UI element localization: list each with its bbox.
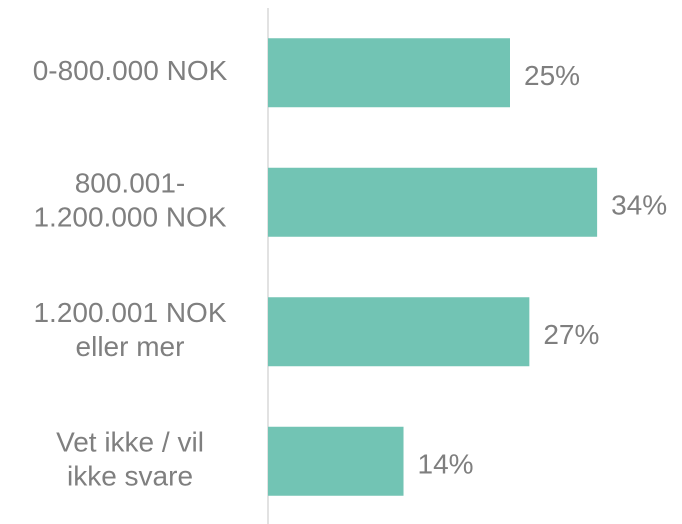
category-label-line: Vet ikke / vil: [56, 427, 204, 458]
category-label-line: eller mer: [76, 331, 185, 362]
category-label: Vet ikke / vil ikke svare: [56, 427, 204, 492]
bar: [268, 297, 530, 367]
bar: [268, 38, 510, 108]
category-label-line: 800.001-: [75, 168, 186, 199]
value-label: 27%: [543, 319, 599, 350]
category-label-line: ikke svare: [67, 461, 193, 492]
bar: [268, 426, 404, 496]
value-label: 34%: [611, 190, 667, 221]
value-label: 14%: [418, 449, 474, 480]
bar: [268, 167, 598, 237]
category-label-line: 1.200.000 NOK: [33, 202, 226, 233]
category-label: 800.001-1.200.000 NOK: [33, 168, 226, 233]
category-label: 0-800.000 NOK: [33, 55, 228, 86]
category-label-line: 1.200.001 NOK: [33, 297, 226, 328]
category-label-line: 0-800.000 NOK: [33, 55, 228, 86]
category-label: 1.200.001 NOK eller mer: [33, 297, 226, 362]
value-label: 25%: [524, 60, 580, 91]
